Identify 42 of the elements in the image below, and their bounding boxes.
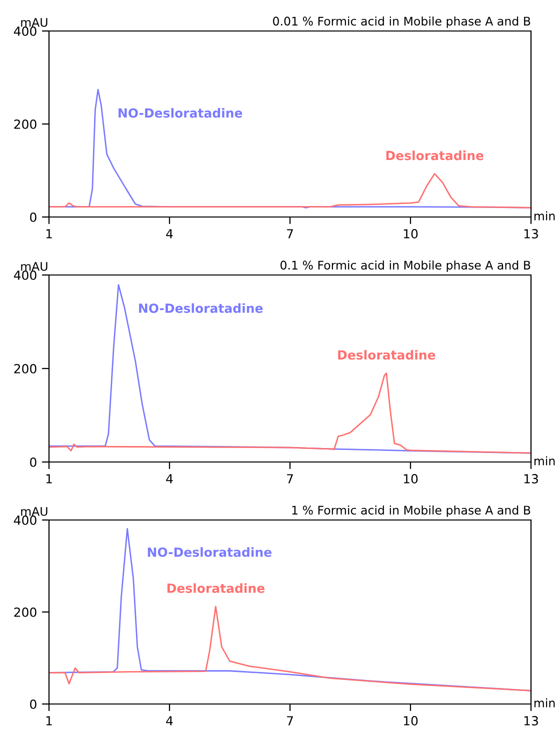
line-series: [49, 606, 531, 692]
y-tick-label: 0: [30, 457, 36, 467]
y-tick-label: 200: [14, 364, 36, 374]
line-series: [49, 372, 531, 454]
series-label: NO-Desloratadine: [139, 303, 263, 313]
y-tick-label: 400: [14, 515, 36, 525]
x-tick-label: 7: [287, 474, 293, 484]
x-tick-label: 10: [404, 716, 418, 726]
x-tick-label: 10: [404, 229, 418, 238]
x-tick-label: 1: [46, 474, 52, 484]
y-axis-title: mAU: [21, 262, 48, 271]
series-label: Desloratadine: [338, 350, 436, 360]
chart-title: 0.01 % Formic acid in Mobile phase A and B: [273, 16, 530, 28]
x-tick-label: 1: [46, 716, 52, 726]
y-tick-label: 0: [30, 212, 36, 222]
x-axis-title: min: [534, 211, 555, 220]
x-axis-title: min: [534, 698, 555, 708]
series-label: Desloratadine: [386, 150, 484, 160]
x-tick-label: 4: [166, 716, 173, 726]
x-tick-label: 7: [287, 716, 293, 726]
series-label: NO-Desloratadine: [148, 547, 272, 557]
x-tick-label: 10: [404, 474, 418, 484]
x-tick-label: 4: [166, 229, 173, 238]
x-tick-label: 13: [524, 474, 538, 484]
x-tick-label: 13: [524, 229, 538, 238]
series-label: Desloratadine: [167, 583, 264, 593]
series-label: NO-Desloratadine: [118, 108, 242, 118]
y-tick-label: 0: [30, 699, 36, 709]
x-tick-label: 13: [524, 716, 538, 726]
y-axis-title: mAU: [21, 18, 48, 27]
chart-title: 0.1 % Formic acid in Mobile phase A and B: [280, 260, 530, 272]
y-tick-label: 200: [14, 119, 36, 129]
x-tick-label: 1: [46, 229, 52, 238]
y-tick-label: 400: [14, 26, 36, 36]
y-tick-label: 200: [14, 607, 36, 617]
y-tick-label: 400: [14, 270, 36, 280]
y-axis-title: mAU: [21, 507, 48, 516]
x-axis-title: min: [534, 456, 555, 466]
x-tick-label: 7: [287, 229, 293, 238]
chart-title: 1 % Formic acid in Mobile phase A and B: [292, 505, 530, 517]
line-series: [49, 173, 531, 208]
x-tick-label: 4: [166, 474, 173, 484]
